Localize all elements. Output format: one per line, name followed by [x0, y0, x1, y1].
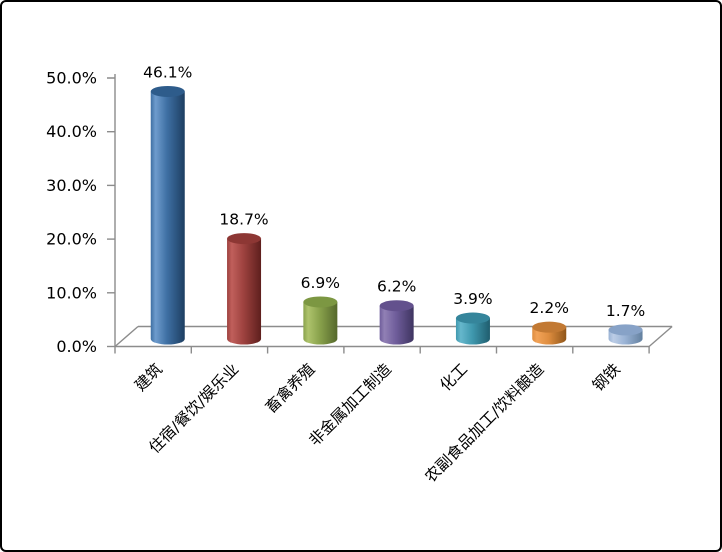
y-tick-label: 20.0%: [46, 230, 97, 249]
cylinder-top: [150, 85, 185, 97]
category-label: 非金属加工制造: [305, 360, 395, 450]
cylinder-top: [608, 324, 643, 336]
bar-value-label: 46.1%: [143, 63, 192, 81]
cylinder-top: [379, 300, 414, 312]
cylinder-body: [303, 301, 338, 345]
category-label: 钢铁: [589, 360, 624, 395]
y-tick-label: 10.0%: [46, 283, 97, 302]
floor-left-edge: [114, 325, 139, 348]
category-label: 化工: [437, 360, 472, 395]
cylinder-body: [379, 305, 414, 345]
y-tick-label: 0.0%: [56, 337, 97, 356]
y-tick-label: 50.0%: [46, 69, 97, 88]
cylinder-bar-3: [303, 296, 338, 345]
cylinder-top: [227, 233, 262, 245]
bar-value-label: 1.7%: [606, 302, 645, 320]
y-tick-label: 30.0%: [46, 176, 97, 195]
bar-value-label: 2.2%: [530, 299, 569, 317]
bar-value-label: 6.9%: [301, 274, 340, 292]
cylinder-body: [150, 91, 185, 345]
floor-right-edge: [648, 325, 673, 348]
cylinder-body: [455, 318, 490, 345]
cylinder-bar-4: [379, 300, 414, 345]
category-label: 建筑: [131, 360, 166, 395]
cylinder-bar-1: [150, 85, 185, 345]
cylinder-bar-2: [227, 233, 262, 345]
cylinder-body: [227, 238, 262, 345]
bar-value-label: 18.7%: [219, 211, 268, 229]
bar-value-label: 3.9%: [453, 290, 492, 308]
cylinder-top: [303, 296, 338, 308]
cylinder-bar-5: [455, 312, 490, 345]
cylinder-top: [532, 321, 567, 333]
cylinder-top: [455, 312, 490, 324]
category-label: 畜禽养殖: [262, 360, 319, 417]
cylinder-bar-6: [532, 321, 567, 345]
bar-value-label: 6.2%: [377, 278, 416, 296]
y-tick-label: 40.0%: [46, 122, 97, 141]
cylinder-bar-7: [608, 324, 643, 345]
